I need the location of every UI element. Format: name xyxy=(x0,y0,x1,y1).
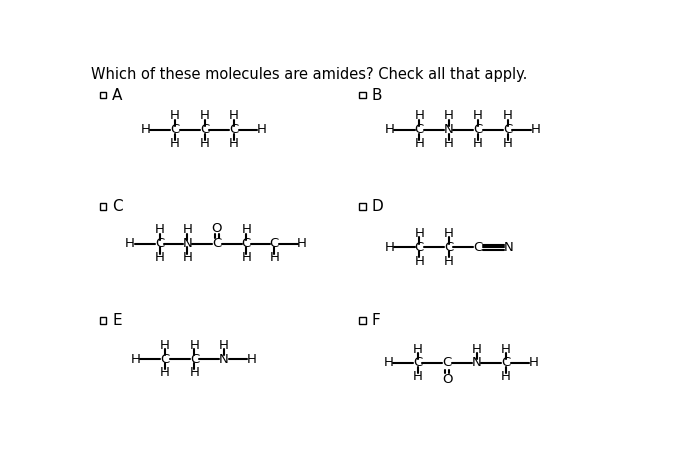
Text: N: N xyxy=(472,357,482,369)
Text: H: H xyxy=(229,109,239,122)
Text: C: C xyxy=(473,241,483,254)
Text: H: H xyxy=(444,255,454,268)
Text: H: H xyxy=(155,251,164,264)
Text: O: O xyxy=(442,374,452,386)
Text: Which of these molecules are amides? Check all that apply.: Which of these molecules are amides? Che… xyxy=(92,66,528,81)
Text: C: C xyxy=(212,237,221,250)
Text: C: C xyxy=(160,353,169,365)
Text: H: H xyxy=(414,109,424,122)
Text: H: H xyxy=(385,241,395,254)
Text: C: C xyxy=(444,241,454,254)
Bar xyxy=(99,203,106,210)
Text: F: F xyxy=(372,313,381,328)
Text: C: C xyxy=(270,237,279,250)
Text: H: H xyxy=(141,123,150,136)
Text: C: C xyxy=(200,123,209,136)
Text: H: H xyxy=(160,366,170,380)
Bar xyxy=(359,317,366,324)
Text: C: C xyxy=(155,237,164,250)
Text: H: H xyxy=(473,137,483,150)
Text: H: H xyxy=(501,370,511,383)
Text: H: H xyxy=(298,237,307,250)
Text: H: H xyxy=(501,342,511,356)
Text: C: C xyxy=(501,357,510,369)
Text: H: H xyxy=(503,137,512,150)
Text: H: H xyxy=(503,109,512,122)
Text: C: C xyxy=(241,237,251,250)
Text: C: C xyxy=(230,123,239,136)
Text: C: C xyxy=(473,123,483,136)
Text: H: H xyxy=(257,123,267,136)
Text: H: H xyxy=(155,223,164,236)
Text: C: C xyxy=(112,199,123,214)
Bar xyxy=(99,317,106,324)
Text: B: B xyxy=(372,88,382,103)
Text: H: H xyxy=(229,137,239,150)
Text: O: O xyxy=(211,222,222,235)
Text: C: C xyxy=(503,123,512,136)
Text: H: H xyxy=(160,339,170,352)
Text: H: H xyxy=(183,251,193,264)
Text: H: H xyxy=(444,137,454,150)
Text: H: H xyxy=(199,137,209,150)
Text: H: H xyxy=(199,109,209,122)
Bar xyxy=(99,91,106,98)
Text: H: H xyxy=(190,366,200,380)
Text: C: C xyxy=(190,353,199,365)
Text: H: H xyxy=(413,370,423,383)
Text: H: H xyxy=(414,137,424,150)
Text: H: H xyxy=(472,342,482,356)
Text: H: H xyxy=(384,357,393,369)
Text: H: H xyxy=(529,357,539,369)
Text: H: H xyxy=(414,227,424,240)
Text: C: C xyxy=(442,357,452,369)
Text: A: A xyxy=(112,88,122,103)
Text: C: C xyxy=(171,123,180,136)
Text: H: H xyxy=(247,353,257,365)
Text: H: H xyxy=(531,123,540,136)
Text: N: N xyxy=(504,241,514,254)
Text: H: H xyxy=(241,223,251,236)
Text: H: H xyxy=(131,353,141,365)
Text: H: H xyxy=(473,109,483,122)
Text: H: H xyxy=(270,251,279,264)
Text: H: H xyxy=(414,255,424,268)
Text: H: H xyxy=(170,109,180,122)
Text: H: H xyxy=(183,223,193,236)
Bar xyxy=(359,91,366,98)
Text: N: N xyxy=(183,237,193,250)
Text: C: C xyxy=(414,123,424,136)
Text: C: C xyxy=(414,241,424,254)
Text: H: H xyxy=(190,339,200,352)
Text: H: H xyxy=(241,251,251,264)
Text: N: N xyxy=(444,123,454,136)
Text: H: H xyxy=(170,137,180,150)
Text: H: H xyxy=(385,123,395,136)
Text: D: D xyxy=(372,199,384,214)
Text: N: N xyxy=(219,353,229,365)
Text: H: H xyxy=(444,227,454,240)
Text: E: E xyxy=(112,313,122,328)
Bar xyxy=(359,203,366,210)
Text: C: C xyxy=(413,357,422,369)
Text: H: H xyxy=(219,339,229,352)
Text: H: H xyxy=(444,109,454,122)
Text: H: H xyxy=(413,342,423,356)
Text: H: H xyxy=(125,237,135,250)
